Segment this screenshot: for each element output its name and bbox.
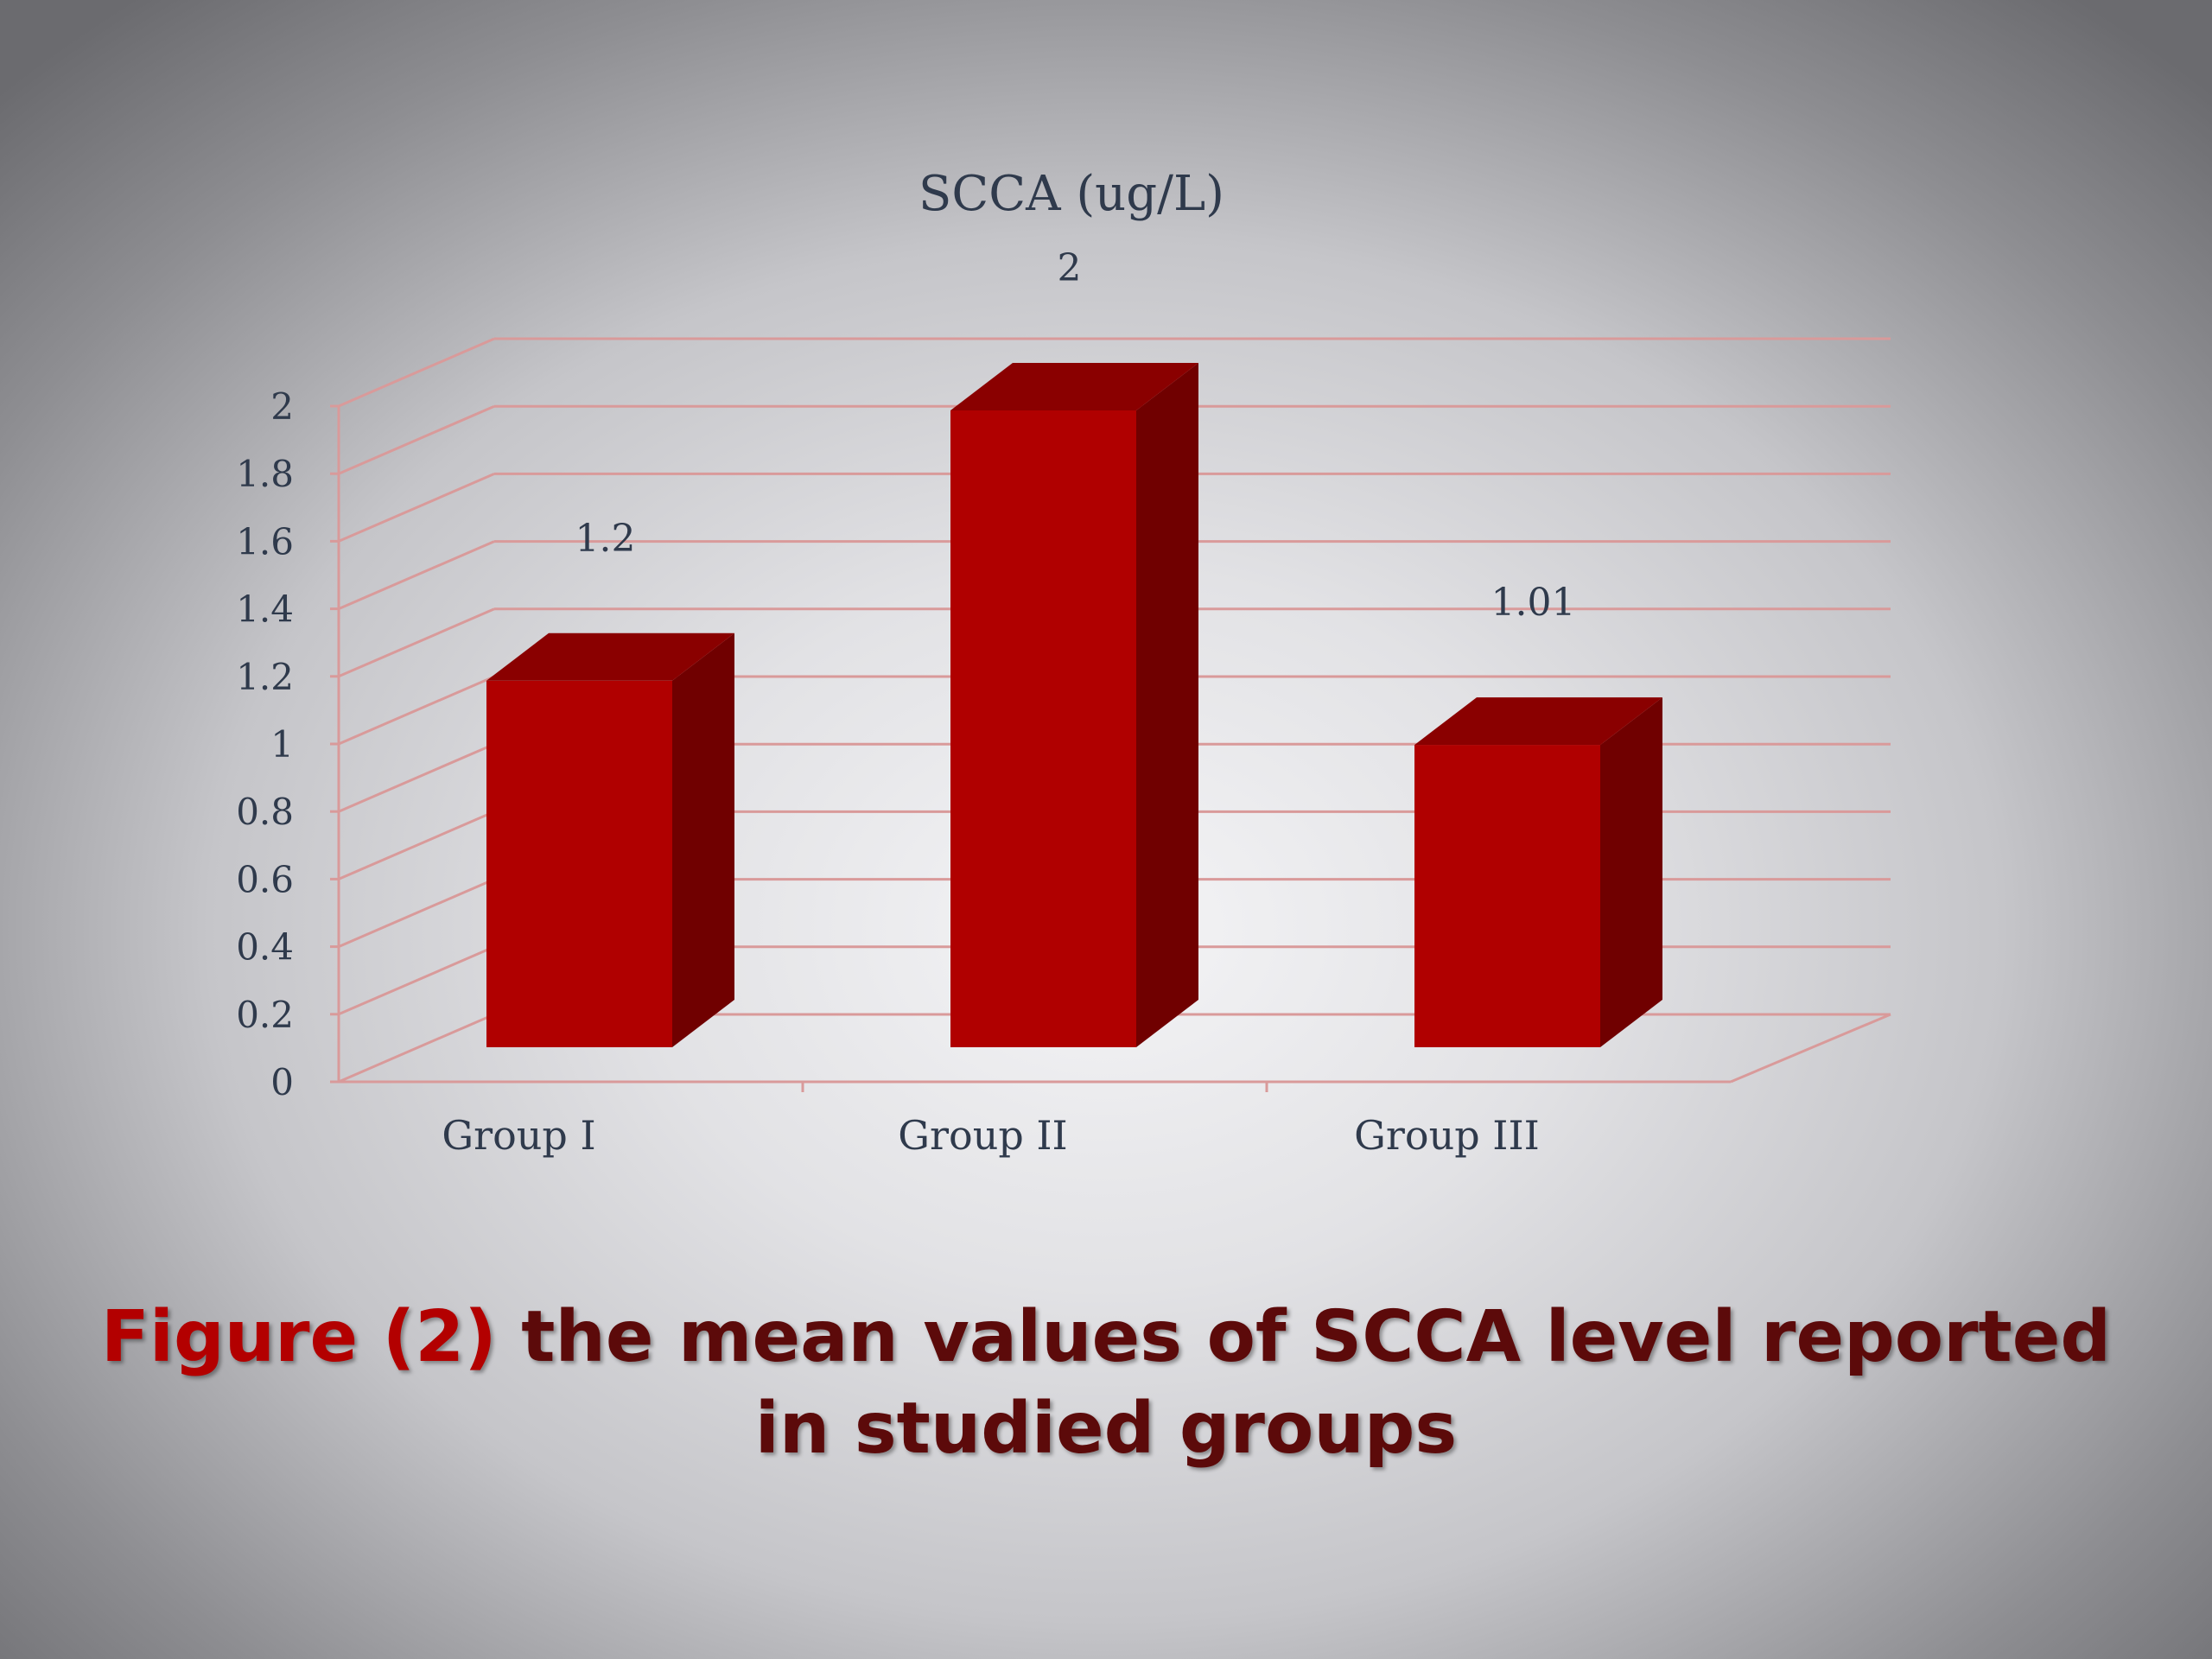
gridline-diagonal <box>338 540 495 610</box>
y-tick-label: 1.2 <box>236 656 294 698</box>
gridline-diagonal <box>338 404 495 475</box>
y-axis-ticks: 0 0.2 0.4 0.6 0.8 1 1.2 1.4 1.6 1.8 2 <box>236 385 294 1103</box>
gridline-diagonal <box>338 1013 495 1084</box>
bar-top <box>950 363 1198 410</box>
y-tick-label: 0.4 <box>236 926 294 969</box>
bar-front <box>1414 745 1600 1047</box>
bar-top <box>486 632 734 681</box>
bar-front <box>950 410 1136 1047</box>
bar-side <box>672 632 734 1047</box>
y-tick-label: 1.4 <box>236 588 294 631</box>
gridline-diagonal <box>338 607 495 678</box>
gridline-diagonal <box>338 742 495 813</box>
figure-caption: Figure (2) the mean values of SCCA level… <box>69 1292 2143 1475</box>
y-tick-label: 2 <box>270 385 294 428</box>
bar-front <box>486 680 672 1047</box>
category-label: Group II <box>898 1112 1067 1159</box>
gridline-diagonal <box>338 473 495 543</box>
gridline-diagonal <box>338 675 495 746</box>
bar-top <box>1414 697 1662 746</box>
y-tick-label: 0.2 <box>236 994 294 1036</box>
category-label: Group I <box>442 1112 595 1159</box>
data-label: 2 <box>1058 246 1082 290</box>
y-tick-label: 0 <box>270 1061 294 1103</box>
figure-label: Figure (2) <box>100 1296 497 1378</box>
caption-text: the mean values of SCCA level reported i… <box>521 1296 2112 1470</box>
gridline-diagonal <box>338 810 495 880</box>
data-label: 1.2 <box>575 517 636 561</box>
bars <box>486 363 1662 1047</box>
y-tick-label: 0.6 <box>236 858 294 900</box>
bar-side <box>1600 697 1662 1047</box>
y-tick-label: 1.6 <box>236 520 294 563</box>
y-tick-label: 1 <box>270 723 294 766</box>
y-tick-label: 0.8 <box>236 791 294 833</box>
gridline-diagonal <box>338 878 495 948</box>
bar-side <box>1136 363 1198 1047</box>
y-tick-label: 1.8 <box>236 453 294 495</box>
gridline-diagonal <box>338 337 495 408</box>
gridline-diagonal <box>338 945 495 1016</box>
chart-title: SCCA (ug/L) <box>918 166 1224 222</box>
labels: 1.2 Group I 2 Group II 1.01 Group III <box>442 246 1575 1159</box>
floor-edge <box>1730 1013 1891 1084</box>
category-label: Group III <box>1354 1112 1540 1159</box>
data-label: 1.01 <box>1491 581 1576 625</box>
